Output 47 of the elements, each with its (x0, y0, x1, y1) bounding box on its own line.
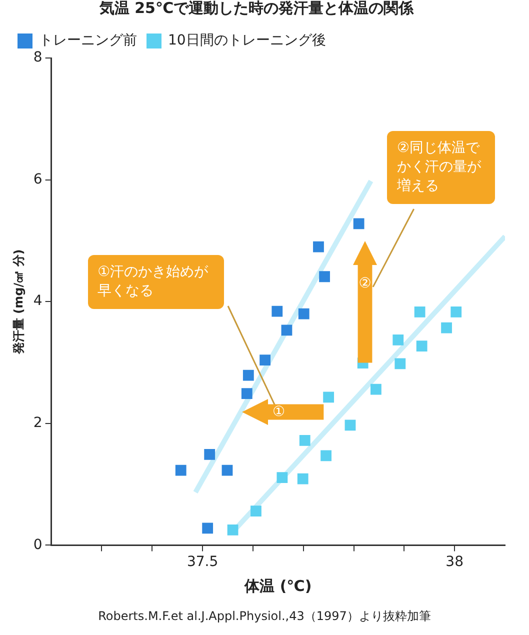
y-tick-label: 4 (33, 293, 42, 310)
legend-label: トレーニング前 (39, 32, 137, 49)
point (416, 340, 428, 352)
up-arrow: ② (353, 240, 377, 362)
callout-box: ②同じ体温でかく汗の量が増える (387, 131, 496, 204)
annotation: ① (272, 404, 285, 420)
y-tick-label: 8 (33, 50, 42, 66)
chart-title: 気温 25℃で運動した時の発汗量と体温の関係 (98, 0, 415, 17)
point (227, 524, 238, 536)
point (222, 464, 233, 476)
point (298, 308, 310, 320)
x-axis-title: 体温 (℃) (244, 576, 312, 595)
legend-label: 10日間のトレーニング後 (168, 32, 326, 49)
left-arrow: ① (242, 399, 324, 426)
point (250, 506, 262, 517)
point (260, 354, 270, 366)
point (344, 420, 356, 431)
point (392, 334, 404, 346)
point (353, 218, 364, 230)
point (450, 306, 462, 318)
point (319, 271, 330, 282)
x-tick-label: 38 (446, 554, 464, 570)
point (276, 472, 288, 484)
point (441, 322, 452, 334)
point (272, 306, 283, 317)
point (297, 473, 308, 484)
point (281, 324, 292, 336)
point (299, 435, 310, 446)
point (414, 306, 426, 318)
point (323, 392, 334, 403)
y-tick-label: 2 (33, 415, 42, 432)
x-tick-label: 37.5 (186, 554, 218, 570)
point (242, 370, 254, 381)
text: Roberts.M.F.et al.J.Appl.Physiol.,43（1997）より抜粋加筆 (97, 608, 432, 625)
point (320, 450, 332, 462)
annotation: ② (358, 275, 372, 292)
point (202, 522, 214, 534)
point (175, 464, 186, 476)
y-tick-label: 6 (33, 171, 42, 188)
point (394, 358, 406, 370)
callout-box: ①汗のかき始めが早くなる (88, 255, 224, 310)
point (313, 241, 324, 252)
point (370, 384, 382, 395)
y-axis-title: 発汗量 (mg/㎠ 分) (11, 249, 26, 356)
y-tick-label: 0 (33, 536, 42, 553)
point (241, 388, 252, 400)
point (204, 449, 216, 460)
